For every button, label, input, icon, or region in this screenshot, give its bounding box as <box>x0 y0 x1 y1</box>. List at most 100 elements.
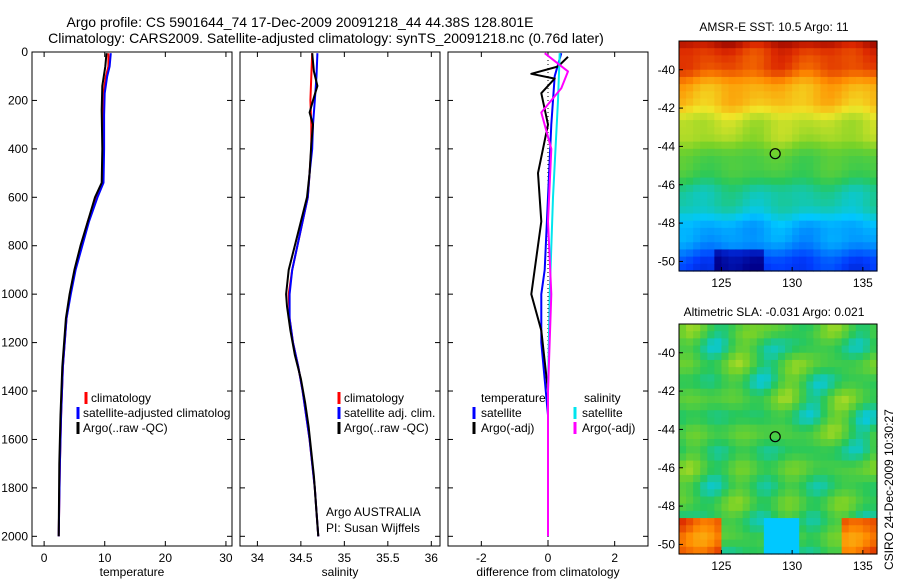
heatmap-cell <box>770 170 779 179</box>
map-frame <box>678 40 878 272</box>
heatmap-cell <box>855 76 864 85</box>
heatmap-cell <box>763 359 772 368</box>
heatmap-cell <box>799 489 807 498</box>
heatmap-cell <box>841 62 850 71</box>
heatmap-cell <box>799 141 807 150</box>
heatmap-cell <box>756 235 765 243</box>
heatmap-cell <box>735 489 744 498</box>
heatmap-cell <box>749 510 758 519</box>
heatmap-cell <box>813 170 822 179</box>
heatmap-cell <box>778 170 786 179</box>
heatmap-cell <box>742 446 751 454</box>
heatmap-cell <box>707 62 715 71</box>
heatmap-cell <box>778 220 786 229</box>
heatmap-cell <box>686 474 694 483</box>
heatmap-cell <box>735 510 744 519</box>
heatmap-cell <box>813 482 822 490</box>
heatmap-cell <box>770 359 779 368</box>
y-tick-label: 1200 <box>1 336 28 350</box>
heatmap-cell <box>855 69 864 78</box>
heatmap-cell <box>848 324 857 332</box>
heatmap-cell <box>707 525 715 534</box>
heatmap-cell <box>693 249 701 258</box>
heatmap-cell <box>714 381 723 390</box>
heatmap-cell <box>785 460 793 469</box>
heatmap-cell <box>841 148 850 157</box>
heatmap-cell <box>721 127 730 136</box>
heatmap-cell <box>770 324 779 332</box>
heatmap-cell <box>693 170 701 179</box>
heatmap-cell <box>707 184 715 193</box>
heatmap-cell <box>756 424 765 433</box>
heatmap-cell <box>693 446 701 454</box>
heatmap-cell <box>679 474 687 483</box>
temperature-legend: climatology satellite-adjusted climatolo… <box>76 391 230 435</box>
heatmap-cell <box>728 439 737 447</box>
heatmap-cell <box>792 453 800 462</box>
heatmap-cell <box>707 213 715 222</box>
heatmap-cell <box>785 503 793 512</box>
heatmap-cell <box>749 474 758 483</box>
heatmap-cell <box>799 227 807 236</box>
heatmap-cell <box>742 256 751 265</box>
heatmap-cell <box>799 338 807 347</box>
heatmap-cell <box>862 453 871 462</box>
heatmap-cell <box>763 489 772 498</box>
heatmap-cell <box>792 489 800 498</box>
heatmap-cell <box>756 324 765 332</box>
heatmap-cell <box>770 41 779 49</box>
heatmap-cell <box>827 199 836 207</box>
heatmap-cell <box>855 227 864 236</box>
heatmap-cell <box>806 163 814 171</box>
heatmap-cell <box>841 256 850 265</box>
heatmap-cell <box>799 134 807 143</box>
heatmap-cell <box>785 170 793 179</box>
heatmap-cell <box>834 525 843 534</box>
heatmap-cell <box>778 388 786 397</box>
heatmap-cell <box>763 256 772 265</box>
heatmap-cell <box>827 235 836 243</box>
heatmap-cell <box>841 417 850 426</box>
heatmap-cell <box>707 141 715 150</box>
heatmap-cell <box>862 148 871 157</box>
heatmap-cell <box>778 367 786 375</box>
heatmap-cell <box>778 546 786 555</box>
heatmap-cell <box>714 374 723 383</box>
heatmap-cell <box>707 120 715 128</box>
heatmap-cell <box>785 338 793 347</box>
heatmap-cell <box>686 249 694 258</box>
heatmap-cell <box>813 467 822 476</box>
heatmap-cell <box>806 184 814 193</box>
heatmap-cell <box>686 338 694 347</box>
heatmap-cell <box>686 381 694 390</box>
heatmap-cell <box>721 503 730 512</box>
heatmap-cell <box>785 177 793 186</box>
heatmap-cell <box>714 112 723 121</box>
heatmap-cell <box>855 503 864 512</box>
heatmap-cell <box>756 127 765 136</box>
heatmap-cell <box>820 112 829 121</box>
heatmap-cell <box>749 55 758 64</box>
heatmap-cell <box>763 352 772 361</box>
heatmap-cell <box>827 518 836 526</box>
heatmap-cell <box>792 338 800 347</box>
heatmap-cell <box>756 91 765 100</box>
heatmap-cell <box>855 453 864 462</box>
heatmap-cell <box>742 381 751 390</box>
legend-label-climatology: climatology <box>91 391 151 405</box>
heatmap-cell <box>848 395 857 404</box>
heatmap-cell <box>813 431 822 440</box>
heatmap-cell <box>714 69 723 78</box>
heatmap-cell <box>693 374 701 383</box>
heatmap-cell <box>827 546 836 555</box>
heatmap-cell <box>813 338 822 347</box>
heatmap-cell <box>742 410 751 419</box>
heatmap-cell <box>827 388 836 397</box>
heatmap-cell <box>749 381 758 390</box>
heatmap-cell <box>742 331 751 339</box>
heatmap-cell <box>834 41 843 49</box>
heatmap-cell <box>785 345 793 354</box>
heatmap-cell <box>806 134 814 143</box>
heatmap-cell <box>728 345 737 354</box>
heatmap-cell <box>728 532 737 541</box>
